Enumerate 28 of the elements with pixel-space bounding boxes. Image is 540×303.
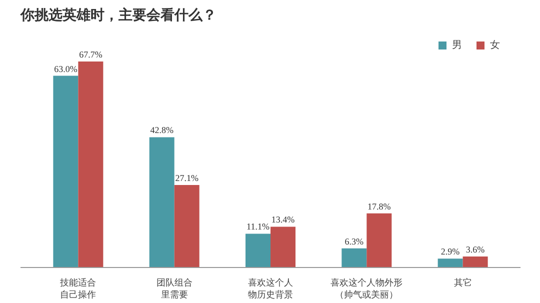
bar	[462, 256, 488, 268]
data-label: 42.8%	[150, 125, 174, 136]
data-label: 67.7%	[79, 49, 103, 60]
bar	[246, 234, 270, 268]
x-tick-label: 喜欢这个人物历史背景	[248, 278, 293, 300]
bar	[366, 213, 392, 268]
x-tick-label: 团队组合里需要	[156, 278, 192, 300]
legend-label: 女	[490, 39, 501, 52]
chart-title: 你挑选英雄时，主要会看什么？	[20, 6, 216, 24]
legend-label: 男	[452, 39, 463, 52]
x-tick-label: 其它	[454, 278, 472, 288]
bar	[78, 61, 104, 268]
data-label: 2.9%	[440, 246, 460, 257]
bar	[174, 185, 200, 268]
x-tick-label: 喜欢这个人物外形（帅气或美丽）	[330, 278, 403, 300]
data-label: 11.1%	[246, 222, 270, 232]
bar	[438, 258, 463, 268]
bar	[270, 226, 296, 268]
data-label: 3.6%	[466, 244, 486, 255]
x-tick-label: 技能适合自己操作	[59, 278, 96, 300]
data-label: 63.0%	[54, 64, 78, 74]
data-label: 6.3%	[344, 236, 364, 246]
bar	[149, 137, 174, 268]
bar	[53, 76, 78, 268]
data-label: 27.1%	[175, 173, 199, 184]
bar	[342, 248, 367, 268]
data-label: 17.8%	[368, 201, 392, 212]
data-label: 13.4%	[271, 214, 296, 225]
